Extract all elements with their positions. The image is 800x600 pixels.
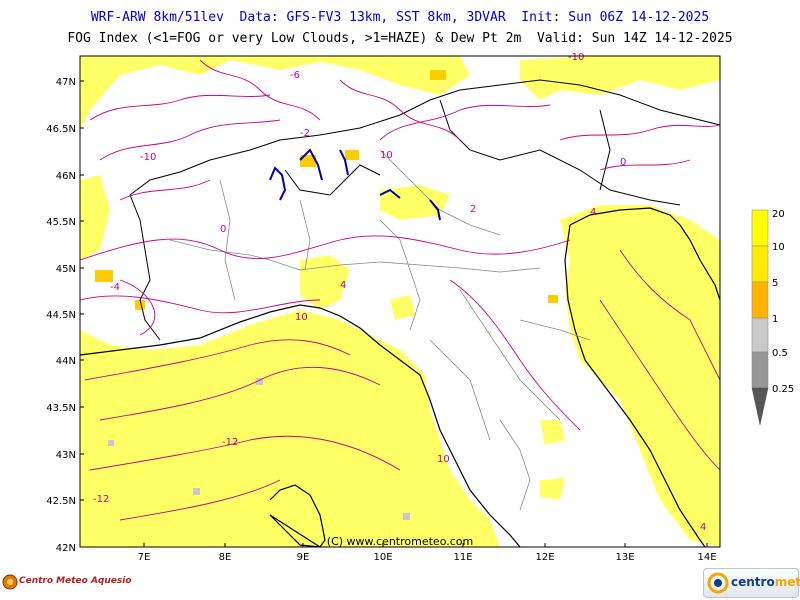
right-logo-text: centrometeo bbox=[731, 575, 800, 589]
logo-emblem-icon bbox=[2, 574, 18, 590]
header-title-line1: WRF-ARW 8km/51lev Data: GFS-FV3 13km, SS… bbox=[90, 10, 710, 25]
legend-arrow-low bbox=[751, 387, 769, 426]
coastlines bbox=[79, 207, 721, 548]
dewpoint-label: 4 bbox=[590, 207, 596, 218]
lat-label: 44.5N bbox=[46, 310, 76, 321]
longitude-ticks bbox=[143, 543, 708, 547]
dewpoint-contours bbox=[79, 59, 721, 521]
lat-label: 47N bbox=[56, 77, 76, 88]
lon-label: 12E bbox=[535, 552, 554, 563]
lat-label: 46N bbox=[56, 171, 76, 182]
longitude-axis: 7E 8E 9E 10E 11E 12E 13E 14E bbox=[138, 552, 717, 563]
legend-tick-label: 10 bbox=[772, 242, 785, 253]
dewpoint-label: -4 bbox=[110, 282, 120, 293]
lat-label: 42.5N bbox=[46, 496, 76, 507]
dewpoint-label: 2 bbox=[470, 204, 476, 215]
dewpoint-label: 10 bbox=[380, 150, 393, 161]
dewpoint-label: 10 bbox=[437, 454, 450, 465]
dewpoint-label: -10 bbox=[140, 152, 156, 163]
legend-band bbox=[751, 209, 769, 247]
legend-tick-label: 20 bbox=[772, 209, 785, 220]
dewpoint-label: -10 bbox=[568, 52, 584, 63]
dewpoint-label: -12 bbox=[222, 437, 238, 448]
latitude-ticks bbox=[80, 80, 84, 501]
map-frame bbox=[79, 55, 721, 548]
legend-band bbox=[751, 245, 769, 283]
right-logo-brand: centro bbox=[731, 575, 775, 589]
legend-band bbox=[751, 351, 769, 389]
dewpoint-labels: -12 -12 10 4 10 10 -10 -6 2 0 4 0 -10 -4… bbox=[93, 52, 706, 533]
dewpoint-label: 0 bbox=[620, 157, 626, 168]
watermark-text: (C) www.centrometeo.com bbox=[327, 535, 473, 548]
dewpoint-label: -12 bbox=[93, 494, 109, 505]
lat-label: 43.5N bbox=[46, 403, 76, 414]
lat-label: 43N bbox=[56, 450, 76, 461]
lon-label: 10E bbox=[373, 552, 392, 563]
centro-meteo-aquesio-logo[interactable]: Centro Meteo Aquesio bbox=[2, 566, 132, 598]
latitude-axis: 47N 46.5N 46N 45.5N 45N 44.5N 44N 43.5N … bbox=[46, 77, 76, 554]
right-logo-accent: meteo bbox=[774, 575, 800, 589]
lon-label: 14E bbox=[697, 552, 716, 563]
centrometeo-globe-icon bbox=[707, 572, 729, 594]
dewpoint-label: 10 bbox=[295, 312, 308, 323]
dewpoint-label: 0 bbox=[220, 224, 226, 235]
lat-label: 44N bbox=[56, 356, 76, 367]
fog-orange-spots bbox=[95, 70, 558, 310]
dewpoint-label: -2 bbox=[300, 128, 310, 139]
lat-label: 45N bbox=[56, 264, 76, 275]
legend-band bbox=[751, 317, 769, 353]
legend-band bbox=[751, 281, 769, 319]
lakes bbox=[269, 148, 441, 221]
legend-tick-label: 5 bbox=[772, 278, 778, 289]
dewpoint-label: 4 bbox=[700, 522, 706, 533]
lon-label: 7E bbox=[138, 552, 151, 563]
dewpoint-label: -6 bbox=[290, 70, 300, 81]
lon-label: 9E bbox=[297, 552, 310, 563]
lon-label: 8E bbox=[219, 552, 232, 563]
legend-tick-label: 0.25 bbox=[772, 384, 794, 395]
lon-label: 13E bbox=[615, 552, 634, 563]
haze-fill-areas bbox=[80, 56, 720, 547]
centrometeo-logo[interactable]: centrometeo bbox=[703, 568, 800, 598]
fog-index-legend: 20 10 5 1 0.5 0.25 bbox=[751, 209, 794, 426]
header-title-line2: FOG Index (<1=FOG or very Low Clouds, >1… bbox=[67, 31, 733, 46]
lon-label: 11E bbox=[453, 552, 472, 563]
legend-tick-label: 0.5 bbox=[772, 348, 788, 359]
legend-tick-label: 1 bbox=[772, 314, 778, 325]
left-logo-text: Centro Meteo Aquesio bbox=[19, 576, 132, 586]
fog-gray-spots bbox=[108, 378, 410, 520]
lat-label: 45.5N bbox=[46, 217, 76, 228]
lat-label: 46.5N bbox=[46, 124, 76, 135]
dewpoint-label: 4 bbox=[340, 280, 346, 291]
lat-label: 42N bbox=[56, 543, 76, 554]
